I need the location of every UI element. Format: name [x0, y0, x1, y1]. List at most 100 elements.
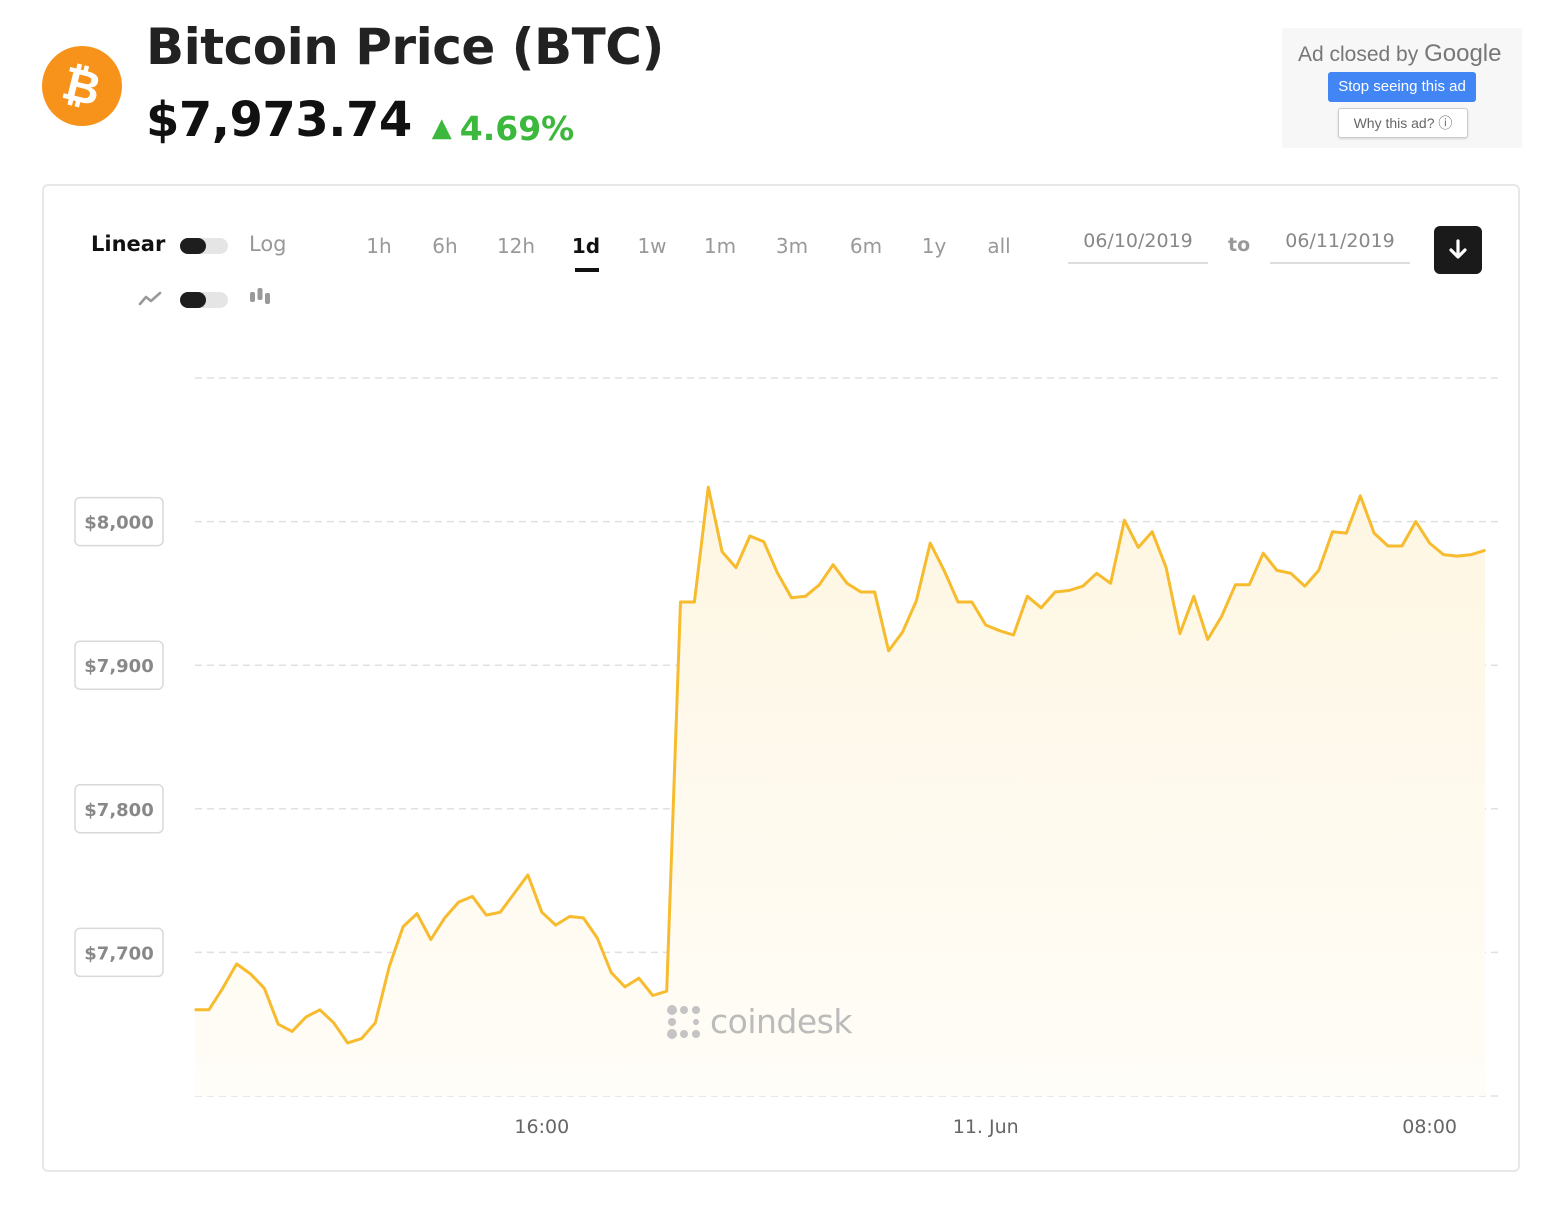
- range-12h[interactable]: 12h: [496, 234, 536, 258]
- price-point: [1234, 583, 1237, 586]
- price-point: [554, 924, 557, 926]
- range-1y[interactable]: 1y: [921, 234, 947, 258]
- price-point: [305, 1016, 307, 1018]
- price-point: [1484, 549, 1486, 552]
- price-point: [887, 650, 890, 652]
- price-point: [984, 624, 987, 626]
- chart-card: Linear Log 1h 6h 12h 1d 1w 1m 3m 6m 1y a…: [42, 184, 1520, 1172]
- price-point: [1026, 595, 1029, 598]
- price-point: [998, 629, 1001, 632]
- date-to-input[interactable]: [1270, 230, 1410, 264]
- chart-type-toggle[interactable]: [180, 292, 228, 308]
- current-price: $7,973.74: [146, 92, 412, 148]
- price-point: [1248, 583, 1251, 586]
- price-point: [665, 990, 668, 992]
- price-chart: $7,700 $7,800 $7,900 $8,000 16:00 11. Jun 08:0…: [74, 377, 1499, 1138]
- range-1h[interactable]: 1h: [366, 234, 392, 258]
- y-tick-box: [74, 640, 164, 690]
- price-point: [804, 595, 807, 598]
- price-line: [195, 485, 1486, 1045]
- range-all[interactable]: all: [987, 234, 1011, 258]
- price-point: [1331, 530, 1334, 533]
- date-from-input[interactable]: [1068, 230, 1208, 264]
- price-point: [679, 601, 682, 603]
- price-point: [596, 937, 599, 939]
- stop-seeing-ad-button[interactable]: Stop seeing this ad: [1328, 72, 1476, 102]
- price-point: [513, 892, 515, 895]
- price-point: [818, 583, 821, 586]
- price-point: [457, 901, 460, 903]
- price-point: [860, 591, 862, 593]
- x-tick-label: 08:00: [1402, 1116, 1457, 1138]
- ad-closed-label: Ad closed by Google: [1298, 40, 1501, 68]
- coindesk-wordmark: coindesk: [710, 1002, 852, 1041]
- price-point: [1068, 589, 1070, 592]
- up-arrow-icon: ▲: [431, 113, 452, 143]
- price-point: [735, 566, 737, 569]
- price-point: [971, 601, 973, 603]
- price-point: [471, 895, 474, 898]
- y-tick-box: [74, 927, 164, 978]
- price-point: [291, 1030, 293, 1033]
- price-point: [790, 596, 793, 599]
- price-point: [402, 925, 404, 928]
- price-change: ▲ 4.69%: [432, 109, 575, 148]
- price-point: [610, 971, 612, 974]
- download-icon: [1449, 239, 1467, 259]
- price-point: [568, 915, 571, 918]
- price-point: [208, 1009, 210, 1011]
- price-point: [846, 582, 848, 585]
- price-change-percent: 4.69%: [459, 108, 575, 148]
- why-this-ad-button[interactable]: Why this ad? ⓘ: [1338, 108, 1468, 138]
- price-point: [624, 986, 626, 988]
- range-6h[interactable]: 6h: [432, 234, 458, 258]
- price-point: [1317, 569, 1320, 572]
- google-text: Google: [1424, 40, 1502, 67]
- candlestick-icon[interactable]: [248, 286, 272, 306]
- y-tick-label: $7,700: [84, 943, 153, 964]
- price-point: [263, 987, 266, 990]
- active-range-underline: [575, 268, 599, 272]
- range-6m[interactable]: 6m: [849, 234, 883, 258]
- price-point: [929, 542, 932, 544]
- price-point: [1456, 555, 1459, 557]
- price-point: [582, 917, 585, 919]
- range-1w[interactable]: 1w: [637, 234, 667, 258]
- price-point: [1220, 615, 1223, 618]
- price-point: [1040, 606, 1043, 609]
- price-point: [541, 911, 543, 913]
- price-point: [346, 1042, 349, 1044]
- price-point: [388, 965, 391, 968]
- price-area: [195, 487, 1486, 1097]
- range-1d[interactable]: 1d: [571, 234, 601, 258]
- price-point: [1276, 569, 1278, 572]
- price-point: [1290, 572, 1292, 575]
- price-point: [194, 1009, 196, 1011]
- price-point: [430, 938, 432, 941]
- price-point: [638, 977, 640, 980]
- price-point: [1179, 632, 1181, 635]
- y-tick-label: $7,800: [84, 800, 153, 821]
- price-point: [374, 1021, 377, 1024]
- price-point: [1373, 532, 1375, 534]
- price-point: [1401, 545, 1403, 547]
- line-chart-icon[interactable]: [138, 290, 162, 306]
- x-tick-label: 16:00: [514, 1116, 569, 1138]
- range-1m[interactable]: 1m: [703, 234, 737, 258]
- bitcoin-icon: ₿: [42, 46, 122, 126]
- scale-linear-label[interactable]: Linear: [91, 232, 166, 256]
- price-point: [443, 917, 446, 919]
- price-point: [319, 1009, 321, 1011]
- price-point: [277, 1023, 280, 1025]
- download-button[interactable]: [1434, 226, 1482, 274]
- range-3m[interactable]: 3m: [775, 234, 809, 258]
- price-point: [1123, 519, 1126, 521]
- scale-log-label[interactable]: Log: [249, 232, 287, 256]
- ad-closed-text: Ad closed by: [1298, 43, 1419, 66]
- price-row: $7,973.74 ▲ 4.69%: [146, 92, 574, 148]
- price-point: [651, 994, 654, 997]
- price-point: [901, 631, 904, 633]
- price-point: [1262, 552, 1264, 554]
- price-point: [1387, 545, 1389, 547]
- scale-toggle[interactable]: [180, 238, 228, 254]
